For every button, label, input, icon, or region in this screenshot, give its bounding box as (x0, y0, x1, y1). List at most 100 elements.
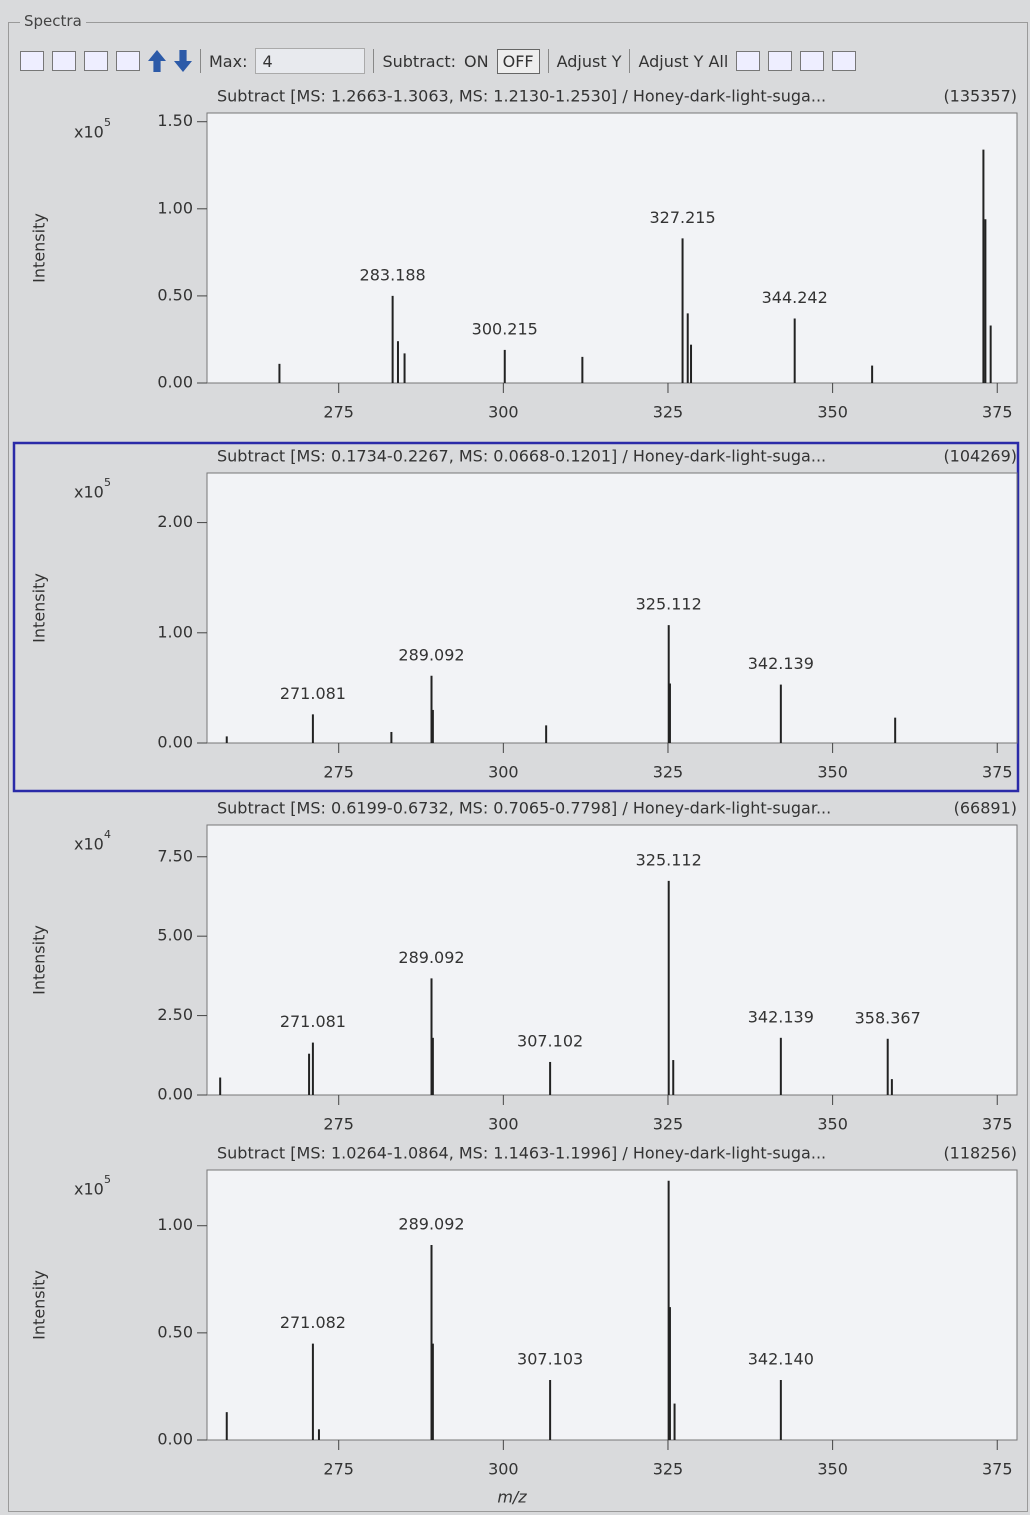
y-tick-label: 5.00 (157, 926, 193, 945)
x-tick-label: 325 (653, 403, 684, 422)
y-axis-label: Intensity (30, 573, 49, 643)
peak-label: 271.081 (280, 1012, 346, 1031)
y-tick-label: 0.00 (157, 733, 193, 752)
spectrum-panel[interactable]: Subtract [MS: 0.6199-0.6732, MS: 0.7065-… (12, 795, 1022, 1140)
y-tick-label: 0.00 (157, 1430, 193, 1449)
group-title: Spectra (20, 12, 86, 30)
separator (629, 49, 630, 73)
tool-button[interactable] (800, 51, 824, 71)
y-scale-base: x10 (74, 123, 104, 142)
toolbar: Max: 4 Subtract: ON OFF Adjust Y Adjust … (20, 44, 856, 78)
x-tick-label: 325 (653, 1115, 684, 1134)
x-tick-label: 325 (653, 763, 684, 782)
spectrum-header: Subtract [MS: 0.1734-0.2267, MS: 0.0668-… (217, 447, 826, 466)
y-tick-label: 2.00 (157, 512, 193, 531)
x-tick-label: 350 (817, 1115, 848, 1134)
y-scale-exp: 5 (104, 116, 111, 129)
peak-label: 289.092 (398, 1215, 464, 1234)
layout-button[interactable] (52, 51, 76, 71)
y-tick-label: 1.00 (157, 198, 193, 217)
spectrum-count: (104269) (943, 447, 1017, 466)
layout-button[interactable] (116, 51, 140, 71)
y-tick-label: 1.50 (157, 111, 193, 130)
peak-label: 325.112 (636, 595, 702, 614)
y-tick-label: 1.00 (157, 622, 193, 641)
y-tick-label: 0.50 (157, 285, 193, 304)
peak-label: 325.112 (636, 850, 702, 869)
x-tick-label: 300 (488, 1115, 519, 1134)
y-tick-label: 0.00 (157, 1085, 193, 1104)
layout-button[interactable] (84, 51, 108, 71)
move-down-button[interactable] (174, 50, 192, 72)
x-tick-label: 350 (817, 403, 848, 422)
x-tick-label: 375 (982, 763, 1013, 782)
spectrum-panel[interactable]: Subtract [MS: 1.2663-1.3063, MS: 1.2130-… (12, 83, 1022, 438)
y-axis-label: Intensity (30, 1270, 49, 1340)
plot-area (207, 113, 1017, 383)
y-scale-base: x10 (74, 1180, 104, 1199)
on-button[interactable]: ON (464, 52, 489, 71)
peak-label: 344.242 (762, 288, 828, 307)
off-button[interactable]: OFF (497, 49, 540, 74)
x-axis-label: m/z (497, 1488, 527, 1507)
plot-area (207, 825, 1017, 1095)
peak-label: 271.081 (280, 684, 346, 703)
spectrum-panel[interactable]: Subtract [MS: 0.1734-0.2267, MS: 0.0668-… (12, 443, 1022, 795)
layout-button[interactable] (20, 51, 44, 71)
y-scale-base: x10 (74, 835, 104, 854)
separator (373, 49, 374, 73)
spectrum-panel[interactable]: Subtract [MS: 1.0264-1.0864, MS: 1.1463-… (12, 1140, 1022, 1510)
y-axis-label: Intensity (30, 213, 49, 283)
x-tick-label: 300 (488, 763, 519, 782)
x-tick-label: 275 (323, 1115, 354, 1134)
spectrum-header: Subtract [MS: 1.2663-1.3063, MS: 1.2130-… (217, 87, 826, 106)
y-tick-label: 0.00 (157, 373, 193, 392)
y-tick-label: 2.50 (157, 1005, 193, 1024)
y-tick-label: 7.50 (157, 846, 193, 865)
x-tick-label: 300 (488, 1460, 519, 1479)
max-combo[interactable]: 4 (255, 48, 365, 74)
x-tick-label: 350 (817, 1460, 848, 1479)
peak-label: 342.140 (748, 1350, 814, 1369)
y-scale-exp: 5 (104, 476, 111, 489)
y-axis-label: Intensity (30, 925, 49, 995)
adjust-y-all-button[interactable]: Adjust Y All (638, 52, 728, 71)
peak-label: 307.102 (517, 1031, 583, 1050)
x-tick-label: 325 (653, 1460, 684, 1479)
x-tick-label: 375 (982, 1460, 1013, 1479)
x-tick-label: 300 (488, 403, 519, 422)
peak-label: 283.188 (360, 265, 426, 284)
separator (548, 49, 549, 73)
x-tick-label: 275 (323, 403, 354, 422)
spectrum-header: Subtract [MS: 1.0264-1.0864, MS: 1.1463-… (217, 1144, 826, 1163)
plot-area (207, 1170, 1017, 1440)
spectrum-count: (135357) (943, 87, 1017, 106)
x-tick-label: 375 (982, 403, 1013, 422)
move-up-button[interactable] (148, 50, 166, 72)
x-tick-label: 275 (323, 763, 354, 782)
y-scale-exp: 5 (104, 1173, 111, 1186)
page: {"window": {"title": "Spectra"}, "toolba… (0, 0, 1030, 1515)
x-tick-label: 275 (323, 1460, 354, 1479)
peak-label: 327.215 (649, 208, 715, 227)
peak-label: 358.367 (855, 1008, 921, 1027)
peak-label: 307.103 (517, 1350, 583, 1369)
spectrum-header: Subtract [MS: 0.6199-0.6732, MS: 0.7065-… (217, 799, 831, 818)
tool-button[interactable] (832, 51, 856, 71)
y-tick-label: 1.00 (157, 1215, 193, 1234)
max-label: Max: (209, 52, 247, 71)
separator (200, 49, 201, 73)
peak-label: 342.139 (748, 1007, 814, 1026)
tool-button[interactable] (768, 51, 792, 71)
y-scale-exp: 4 (104, 828, 111, 841)
x-tick-label: 375 (982, 1115, 1013, 1134)
peak-label: 289.092 (398, 948, 464, 967)
subtract-label: Subtract: (382, 52, 456, 71)
max-value: 4 (262, 52, 272, 71)
peak-label: 271.082 (280, 1313, 346, 1332)
x-tick-label: 350 (817, 763, 848, 782)
spectrum-count: (66891) (954, 799, 1017, 818)
y-tick-label: 0.50 (157, 1322, 193, 1341)
adjust-y-button[interactable]: Adjust Y (557, 52, 622, 71)
tool-button[interactable] (736, 51, 760, 71)
